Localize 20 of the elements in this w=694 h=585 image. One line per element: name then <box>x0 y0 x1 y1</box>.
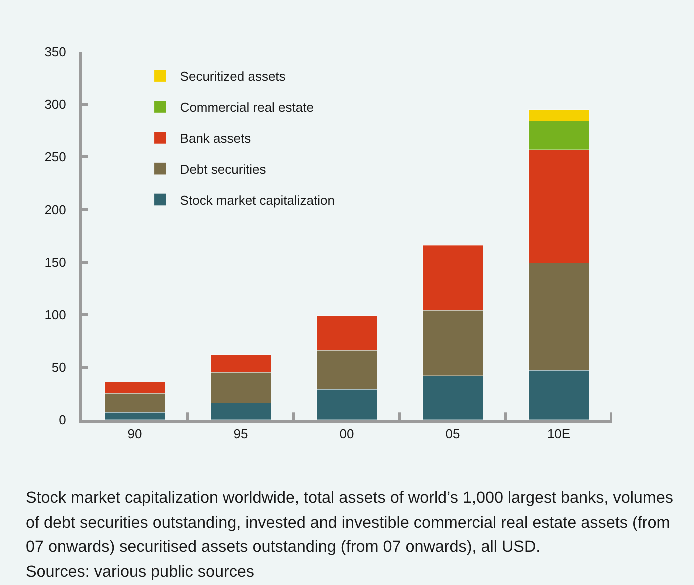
y-tick-label: 200 <box>44 202 66 218</box>
x-tick-label: 90 <box>128 426 142 442</box>
legend-label: Commercial real estate <box>180 100 314 116</box>
text: Stock market capitalization worldwide, total assets of world’s 1,000 largest banks, volumes of debt securities outstanding, invested and investible commercial real estate assets (from 07 onwards) securitised assets outstanding (from 07 onwards), all USD. <box>26 488 675 558</box>
y-tick-label: 350 <box>44 44 66 60</box>
legend-label: Stock market capitalization <box>180 192 335 208</box>
x-tick-label: 10E <box>547 426 571 442</box>
y-tick-label: 0 <box>59 412 66 428</box>
legend-label: Debt securities <box>180 162 267 177</box>
y-tick-label: 50 <box>52 360 66 375</box>
y-tick-label: 300 <box>44 97 66 112</box>
y-tick-label: 250 <box>44 150 66 165</box>
legend-label: Bank assets <box>180 131 252 146</box>
y-tick-label: 150 <box>44 254 66 270</box>
x-tick-label: 00 <box>340 426 354 442</box>
legend-label: Securitized assets <box>180 69 286 84</box>
x-tick-label: 95 <box>234 426 248 442</box>
source-note: Sources: various public sources <box>26 562 256 582</box>
y-tick-label: 100 <box>44 307 66 322</box>
x-tick-label: 05 <box>446 426 460 442</box>
